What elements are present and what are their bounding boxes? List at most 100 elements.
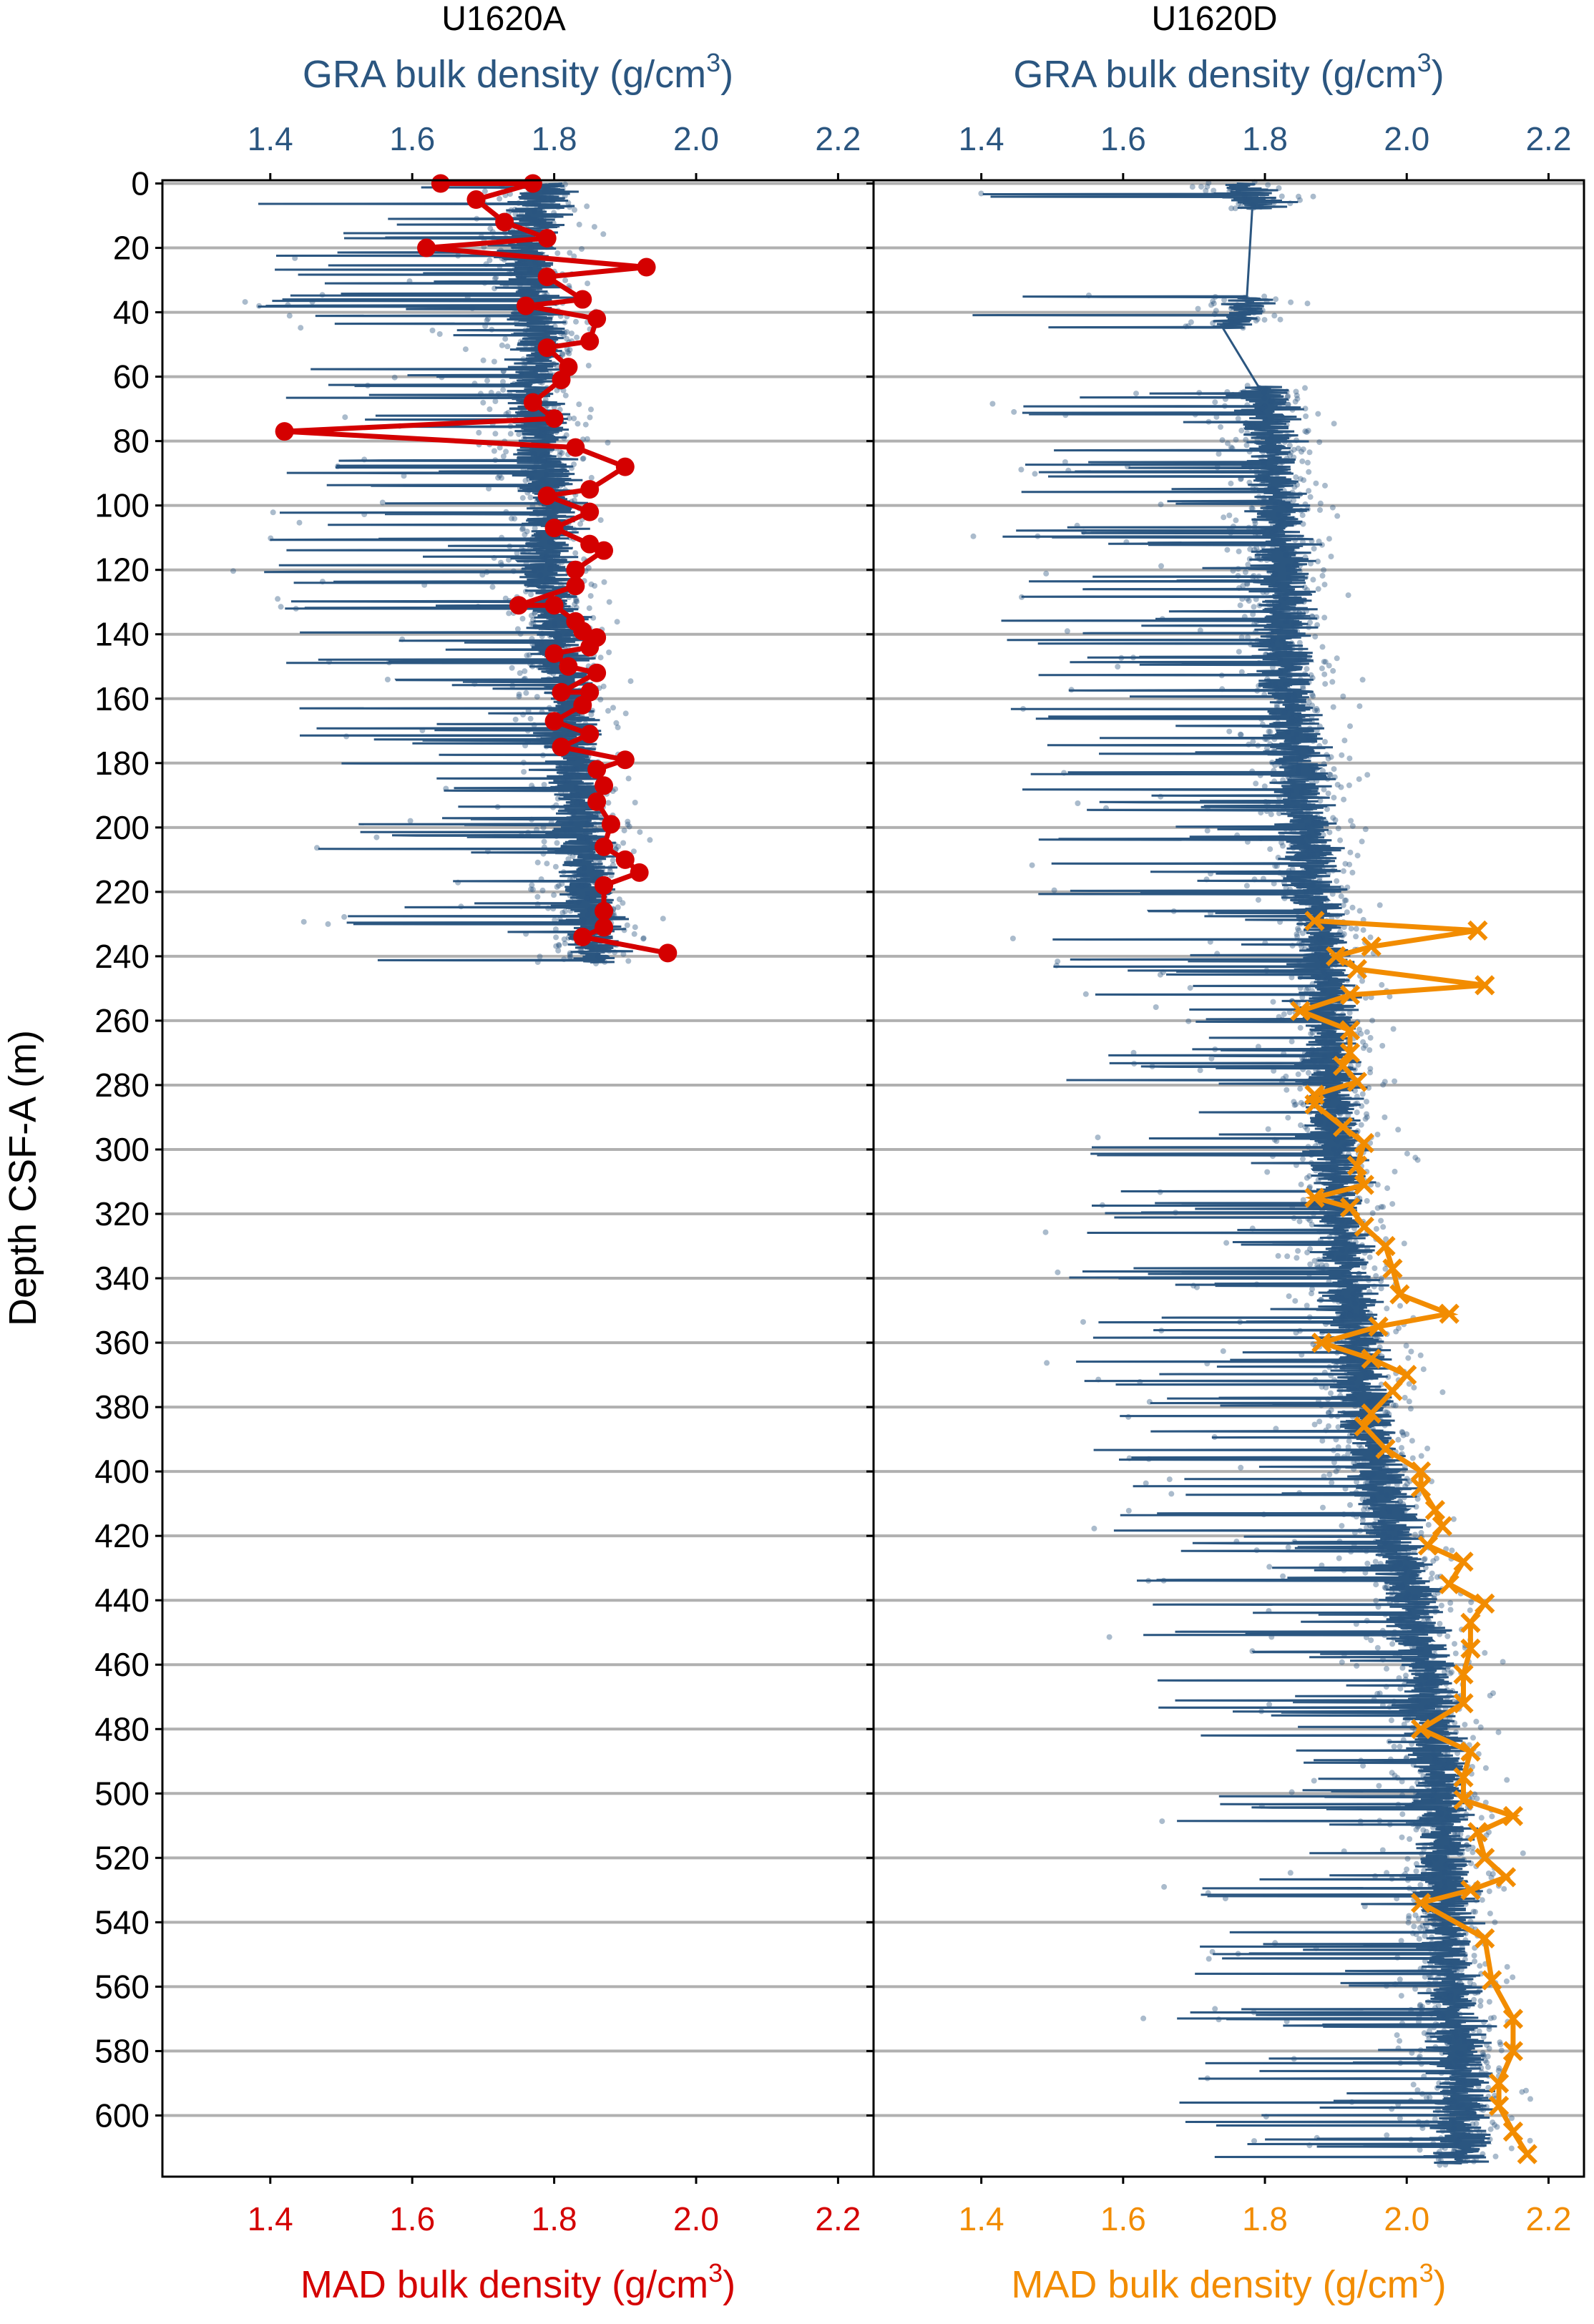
gra-point	[1241, 314, 1248, 320]
gra-point	[1387, 1508, 1393, 1514]
gra-point	[1424, 1923, 1430, 1930]
gra-point	[1399, 1615, 1406, 1622]
gra-point	[1470, 1849, 1476, 1855]
gra-point	[563, 828, 569, 833]
gra-point	[1412, 1154, 1419, 1161]
gra-point	[1341, 1316, 1348, 1323]
gra-point	[562, 908, 568, 915]
gra-point	[1335, 1228, 1341, 1235]
gra-point	[1299, 458, 1306, 464]
gra-point	[552, 323, 558, 330]
gra-point	[1304, 822, 1311, 828]
gra-point	[572, 601, 578, 607]
mad-point	[1332, 1117, 1354, 1137]
gra-point	[519, 525, 526, 531]
gra-point	[517, 377, 524, 383]
gra-point	[1340, 1176, 1346, 1182]
gra-point	[524, 222, 530, 228]
gra-point	[1462, 1722, 1468, 1728]
gra-point	[1317, 1119, 1324, 1125]
gra-point	[503, 411, 509, 417]
gra-point	[541, 584, 547, 590]
gra-point	[1189, 184, 1196, 190]
y-tick-label: 380	[94, 1388, 150, 1426]
gra-point	[1267, 729, 1273, 735]
gra-point	[548, 328, 554, 334]
gra-point	[1351, 1396, 1358, 1403]
gra-point	[1371, 1265, 1378, 1271]
gra-point	[1382, 1584, 1388, 1591]
mad-point	[580, 480, 600, 499]
gra-point	[534, 959, 541, 965]
gra-point	[1311, 888, 1317, 895]
gra-point	[540, 195, 547, 202]
gra-point	[1294, 717, 1300, 724]
gra-point	[1271, 722, 1277, 727]
gra-point	[1291, 1539, 1298, 1545]
gra-point	[1267, 450, 1273, 456]
gra-point	[1429, 1570, 1435, 1577]
gra-point	[1425, 1999, 1432, 2005]
gra-point	[1309, 1222, 1315, 1227]
gra-point	[1320, 961, 1326, 967]
gra-point	[1319, 966, 1326, 973]
gra-point	[1257, 440, 1263, 446]
y-tick-label: 460	[94, 1646, 150, 1683]
gra-point	[486, 486, 492, 492]
gra-point	[1339, 1150, 1345, 1157]
gra-point	[1449, 1687, 1456, 1694]
gra-point	[1247, 307, 1253, 313]
gra-point	[1349, 823, 1356, 829]
gra-point	[1421, 1556, 1427, 1563]
gra-point	[1301, 802, 1307, 808]
gra-point	[588, 946, 595, 952]
gra-point	[1429, 1745, 1436, 1751]
gra-point	[566, 755, 572, 762]
gra-point	[1332, 1074, 1338, 1081]
gra-point	[1330, 1168, 1336, 1175]
gra-point	[1318, 817, 1324, 823]
gra-point	[1243, 883, 1250, 889]
gra-point	[1130, 654, 1136, 661]
gra-point	[542, 399, 548, 406]
gra-point	[1295, 855, 1301, 862]
gra-point	[592, 813, 599, 819]
gra-point	[580, 917, 587, 923]
mad-point	[544, 712, 564, 731]
mad-point	[1375, 1235, 1396, 1257]
gra-point	[1429, 1953, 1436, 1960]
gra-point	[531, 643, 537, 649]
mad-point	[573, 927, 592, 946]
gra-point	[1397, 1685, 1404, 1692]
gra-point	[1259, 411, 1266, 418]
gra-point	[1452, 1937, 1459, 1943]
gra-point	[1417, 2003, 1423, 2009]
gra-point	[1333, 1108, 1339, 1114]
gra-point	[1308, 903, 1314, 909]
gra-point	[1474, 1795, 1480, 1802]
gra-point	[1061, 770, 1067, 776]
gra-point	[587, 848, 594, 854]
gra-point	[1335, 1424, 1341, 1431]
gra-point	[612, 786, 618, 793]
gra-point	[1297, 1086, 1304, 1092]
gra-point	[562, 277, 569, 283]
gra-point	[1291, 549, 1298, 556]
gra-point	[1317, 953, 1324, 959]
gra-point	[1380, 1657, 1386, 1663]
gra-point	[1296, 660, 1301, 667]
gra-point	[551, 577, 557, 582]
gra-point	[1328, 1407, 1334, 1413]
gra-point	[586, 605, 592, 612]
gra-point	[1429, 1702, 1436, 1708]
gra-point	[564, 733, 570, 740]
gra-point	[1226, 512, 1233, 519]
gra-point	[1494, 2124, 1500, 2130]
gra-point	[577, 853, 584, 858]
gra-point	[1270, 1153, 1276, 1159]
gra-point	[570, 810, 577, 816]
gra-point	[527, 456, 533, 463]
gra-point	[1446, 1692, 1452, 1699]
gra-point	[587, 906, 593, 913]
gra-point	[1480, 2151, 1486, 2157]
